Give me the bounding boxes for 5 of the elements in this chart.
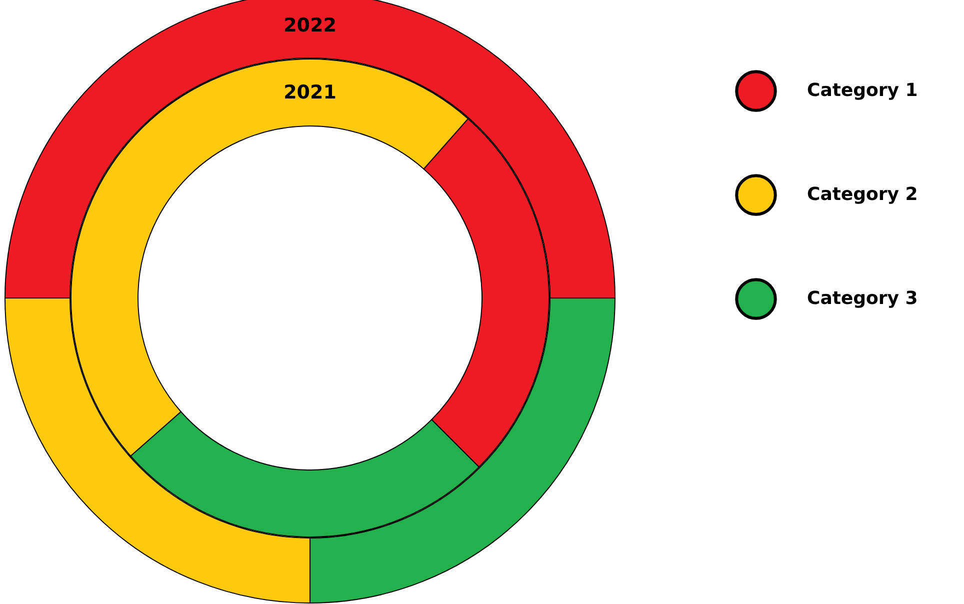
legend-label: Category 3 bbox=[807, 288, 918, 309]
legend-label: Category 1 bbox=[807, 80, 918, 101]
slice-label: 2022 bbox=[284, 14, 336, 36]
legend-label: Category 2 bbox=[807, 184, 918, 205]
slice-label: 2021 bbox=[284, 82, 336, 104]
